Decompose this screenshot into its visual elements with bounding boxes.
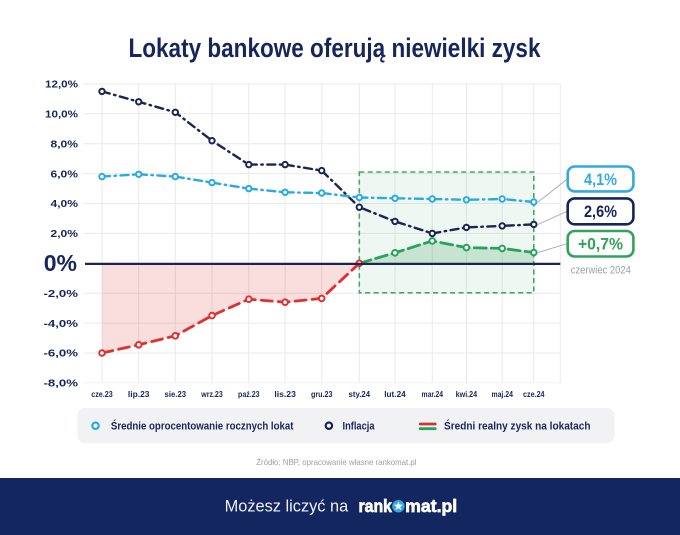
svg-text:-4,0%: -4,0%: [44, 318, 79, 330]
svg-text:2,6%: 2,6%: [584, 203, 617, 221]
svg-text:lut.24: lut.24: [384, 390, 406, 399]
svg-text:sie.23: sie.23: [165, 390, 187, 399]
svg-text:4,1%: 4,1%: [584, 171, 617, 189]
svg-text:Możesz liczyć na: Możesz liczyć na: [225, 497, 349, 515]
svg-text:rank: rank: [359, 496, 393, 516]
svg-text:lip.23: lip.23: [128, 390, 150, 399]
svg-text:mat.pl: mat.pl: [405, 496, 457, 516]
svg-text:10,0%: 10,0%: [45, 109, 79, 121]
svg-text:Średnie oprocentowanie rocznyc: Średnie oprocentowanie rocznych lokat: [111, 420, 294, 433]
svg-text:Inflacja: Inflacja: [343, 421, 376, 433]
svg-text:8,0%: 8,0%: [51, 138, 79, 150]
svg-text:12,0%: 12,0%: [45, 79, 79, 91]
svg-text:-6,0%: -6,0%: [44, 348, 79, 360]
svg-text:cze.23: cze.23: [91, 390, 113, 399]
svg-text:czerwiec 2024: czerwiec 2024: [571, 265, 631, 277]
svg-text:paź.23: paź.23: [238, 390, 260, 399]
svg-text:6,0%: 6,0%: [51, 168, 79, 180]
svg-text:cze.24: cze.24: [523, 390, 545, 399]
svg-text:-2,0%: -2,0%: [44, 288, 79, 300]
svg-text:mar.24: mar.24: [422, 390, 444, 399]
svg-text:0%: 0%: [44, 250, 77, 276]
svg-text:2,0%: 2,0%: [51, 228, 79, 240]
svg-text:sty.24: sty.24: [349, 390, 371, 399]
svg-text:+0,7%: +0,7%: [578, 236, 623, 254]
svg-text:kwi.24: kwi.24: [456, 390, 478, 399]
svg-text:gru.23: gru.23: [311, 390, 333, 399]
svg-text:maj.24: maj.24: [491, 390, 513, 399]
svg-text:-8,0%: -8,0%: [44, 378, 79, 390]
svg-text:wrz.23: wrz.23: [200, 390, 223, 399]
svg-text:Lokaty bankowe oferują niewiel: Lokaty bankowe oferują niewielki zysk: [129, 33, 542, 63]
svg-text:Średni realny zysk na lokatach: Średni realny zysk na lokatach: [444, 420, 591, 433]
svg-text:Źródło: NBP, opracowanie własn: Źródło: NBP, opracowanie własne rankomat…: [256, 457, 416, 467]
svg-text:lis.23: lis.23: [274, 390, 296, 399]
svg-text:4,0%: 4,0%: [51, 198, 79, 210]
